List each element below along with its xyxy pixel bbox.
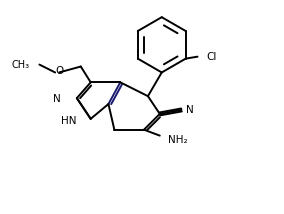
- Text: O: O: [55, 67, 63, 76]
- Text: CH₃: CH₃: [11, 59, 30, 70]
- Text: NH₂: NH₂: [168, 135, 187, 145]
- Text: N: N: [186, 105, 194, 115]
- Text: Cl: Cl: [206, 52, 217, 62]
- Text: HN: HN: [61, 116, 77, 126]
- Text: N: N: [53, 94, 61, 104]
